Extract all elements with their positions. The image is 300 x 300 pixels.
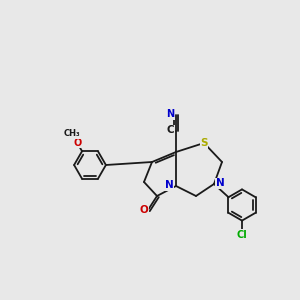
- Text: N: N: [216, 178, 224, 188]
- Text: CH₃: CH₃: [64, 129, 80, 138]
- Text: Cl: Cl: [237, 230, 248, 240]
- Text: C: C: [167, 125, 174, 135]
- Text: O: O: [73, 138, 81, 148]
- Text: S: S: [200, 138, 208, 148]
- Text: N: N: [167, 110, 175, 119]
- Text: O: O: [139, 205, 148, 215]
- Text: N: N: [165, 180, 174, 190]
